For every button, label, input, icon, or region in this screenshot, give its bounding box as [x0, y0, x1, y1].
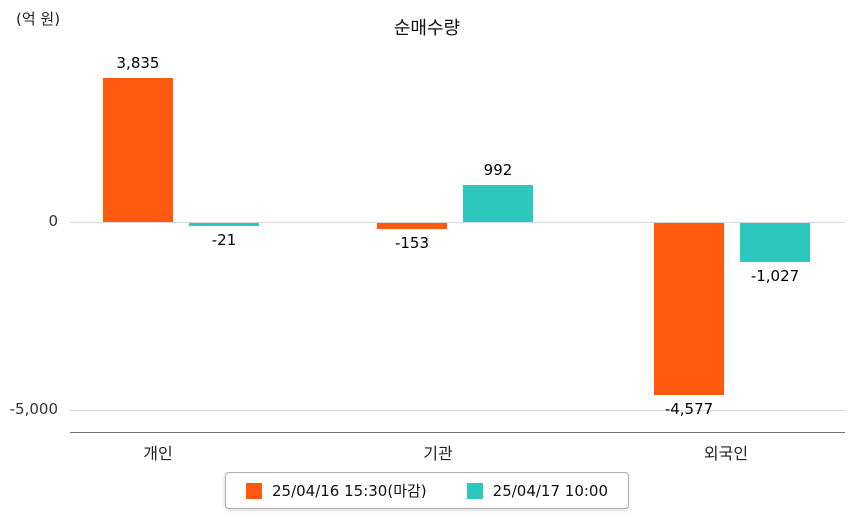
bar-value-label: -1,027 — [750, 267, 800, 285]
legend-swatch-icon — [245, 482, 262, 499]
y-axis-tick-label: 0 — [48, 212, 58, 230]
x-axis-category-label: 개인 — [143, 444, 173, 463]
bar-value-label: 992 — [483, 161, 513, 179]
bar-value-label: 3,835 — [116, 54, 160, 72]
y-axis-unit-label: (억 원) — [16, 10, 61, 28]
bar-25/04/16 15:30(마감)-개인 — [103, 78, 173, 222]
legend-item: 25/04/16 15:30(마감) — [245, 480, 427, 501]
legend: 25/04/16 15:30(마감) 25/04/17 10:00 — [224, 472, 630, 509]
bar-25/04/16 15:30(마감)-외국인 — [654, 223, 724, 395]
bar-25/04/17 10:00-개인 — [189, 223, 259, 226]
bar-value-label: -4,577 — [664, 400, 714, 418]
x-axis-category-label: 외국인 — [703, 444, 749, 463]
legend-item: 25/04/17 10:00 — [466, 481, 609, 500]
bar-25/04/17 10:00-외국인 — [740, 223, 810, 262]
y-axis-tick-label: -5,000 — [9, 400, 58, 418]
x-axis-line — [70, 432, 845, 433]
x-axis-category-label: 기관 — [423, 444, 453, 463]
bar-25/04/17 10:00-기관 — [463, 185, 533, 222]
y-gridline — [70, 222, 845, 223]
bar-value-label: -21 — [211, 231, 237, 249]
legend-label: 25/04/16 15:30(마감) — [271, 482, 427, 500]
legend-label: 25/04/17 10:00 — [492, 481, 609, 500]
bar-25/04/16 15:30(마감)-기관 — [377, 223, 447, 229]
legend-swatch-icon — [466, 482, 483, 499]
bar-value-label: -153 — [394, 234, 430, 252]
chart-title: 순매수량 — [393, 18, 461, 39]
y-gridline — [70, 410, 845, 411]
